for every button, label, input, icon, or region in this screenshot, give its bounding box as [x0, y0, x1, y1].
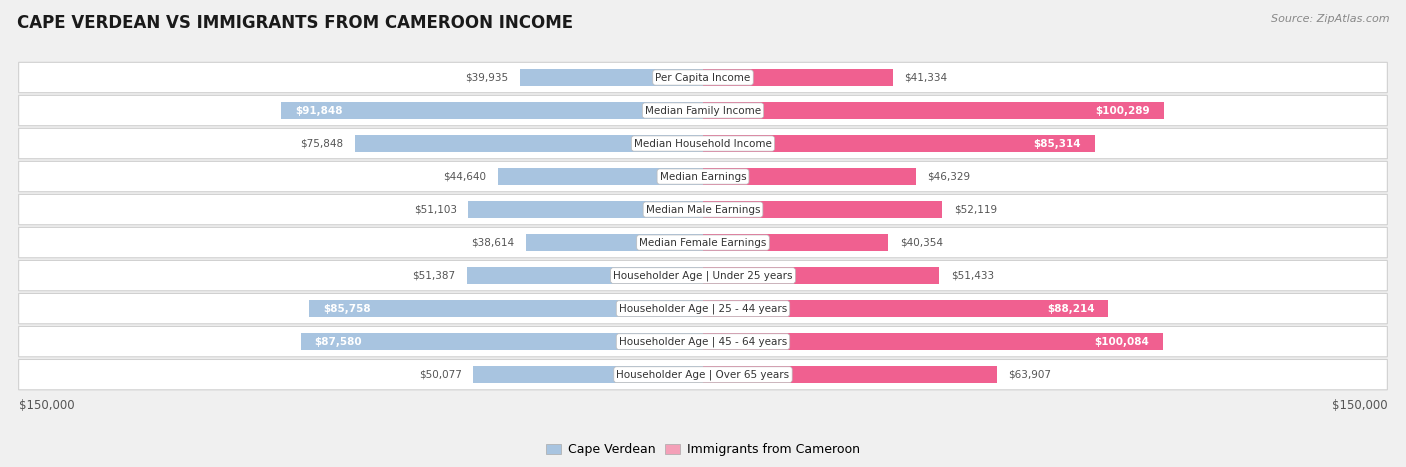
Bar — [703, 201, 942, 218]
Bar — [703, 267, 939, 284]
Text: Householder Age | Over 65 years: Householder Age | Over 65 years — [616, 369, 790, 380]
FancyBboxPatch shape — [18, 194, 1388, 225]
Bar — [703, 234, 889, 251]
Bar — [309, 300, 703, 317]
Text: Householder Age | 25 - 44 years: Householder Age | 25 - 44 years — [619, 304, 787, 314]
Bar — [703, 135, 1095, 152]
Bar — [472, 366, 703, 383]
Bar — [703, 168, 915, 185]
Text: $100,084: $100,084 — [1094, 337, 1149, 347]
Bar — [301, 333, 703, 350]
Text: $85,758: $85,758 — [323, 304, 371, 314]
Text: $63,907: $63,907 — [1008, 370, 1052, 380]
Text: Per Capita Income: Per Capita Income — [655, 72, 751, 83]
Text: Median Family Income: Median Family Income — [645, 106, 761, 115]
FancyBboxPatch shape — [18, 293, 1388, 324]
Text: $75,848: $75,848 — [299, 139, 343, 149]
Bar — [703, 333, 1163, 350]
FancyBboxPatch shape — [18, 360, 1388, 390]
Text: $51,387: $51,387 — [412, 270, 456, 281]
FancyBboxPatch shape — [18, 128, 1388, 159]
Bar — [703, 300, 1108, 317]
Text: Householder Age | 45 - 64 years: Householder Age | 45 - 64 years — [619, 336, 787, 347]
Bar — [703, 366, 997, 383]
Bar — [281, 102, 703, 119]
Bar — [354, 135, 703, 152]
Text: $88,214: $88,214 — [1046, 304, 1094, 314]
Text: Median Female Earnings: Median Female Earnings — [640, 238, 766, 248]
Legend: Cape Verdean, Immigrants from Cameroon: Cape Verdean, Immigrants from Cameroon — [541, 439, 865, 461]
Text: $41,334: $41,334 — [904, 72, 948, 83]
Text: Median Earnings: Median Earnings — [659, 171, 747, 182]
Text: Householder Age | Under 25 years: Householder Age | Under 25 years — [613, 270, 793, 281]
Text: $87,580: $87,580 — [315, 337, 363, 347]
FancyBboxPatch shape — [18, 62, 1388, 92]
Text: $150,000: $150,000 — [1331, 398, 1388, 411]
Bar — [468, 201, 703, 218]
FancyBboxPatch shape — [18, 95, 1388, 126]
Bar — [467, 267, 703, 284]
Text: $91,848: $91,848 — [295, 106, 343, 115]
Text: $51,433: $51,433 — [950, 270, 994, 281]
FancyBboxPatch shape — [18, 162, 1388, 192]
Bar — [520, 69, 703, 86]
Bar — [498, 168, 703, 185]
Text: $150,000: $150,000 — [18, 398, 75, 411]
FancyBboxPatch shape — [18, 227, 1388, 258]
Text: $51,103: $51,103 — [413, 205, 457, 214]
Text: $100,289: $100,289 — [1095, 106, 1150, 115]
Text: Median Household Income: Median Household Income — [634, 139, 772, 149]
Bar — [703, 69, 893, 86]
Text: $46,329: $46,329 — [928, 171, 970, 182]
Text: $85,314: $85,314 — [1033, 139, 1081, 149]
Text: Source: ZipAtlas.com: Source: ZipAtlas.com — [1271, 14, 1389, 24]
Text: CAPE VERDEAN VS IMMIGRANTS FROM CAMEROON INCOME: CAPE VERDEAN VS IMMIGRANTS FROM CAMEROON… — [17, 14, 574, 32]
Text: Median Male Earnings: Median Male Earnings — [645, 205, 761, 214]
Bar — [526, 234, 703, 251]
Text: $39,935: $39,935 — [465, 72, 508, 83]
FancyBboxPatch shape — [18, 261, 1388, 291]
Text: $44,640: $44,640 — [443, 171, 486, 182]
FancyBboxPatch shape — [18, 326, 1388, 357]
Text: $40,354: $40,354 — [900, 238, 943, 248]
Bar — [703, 102, 1164, 119]
Text: $50,077: $50,077 — [419, 370, 461, 380]
Text: $38,614: $38,614 — [471, 238, 515, 248]
Text: $52,119: $52,119 — [953, 205, 997, 214]
